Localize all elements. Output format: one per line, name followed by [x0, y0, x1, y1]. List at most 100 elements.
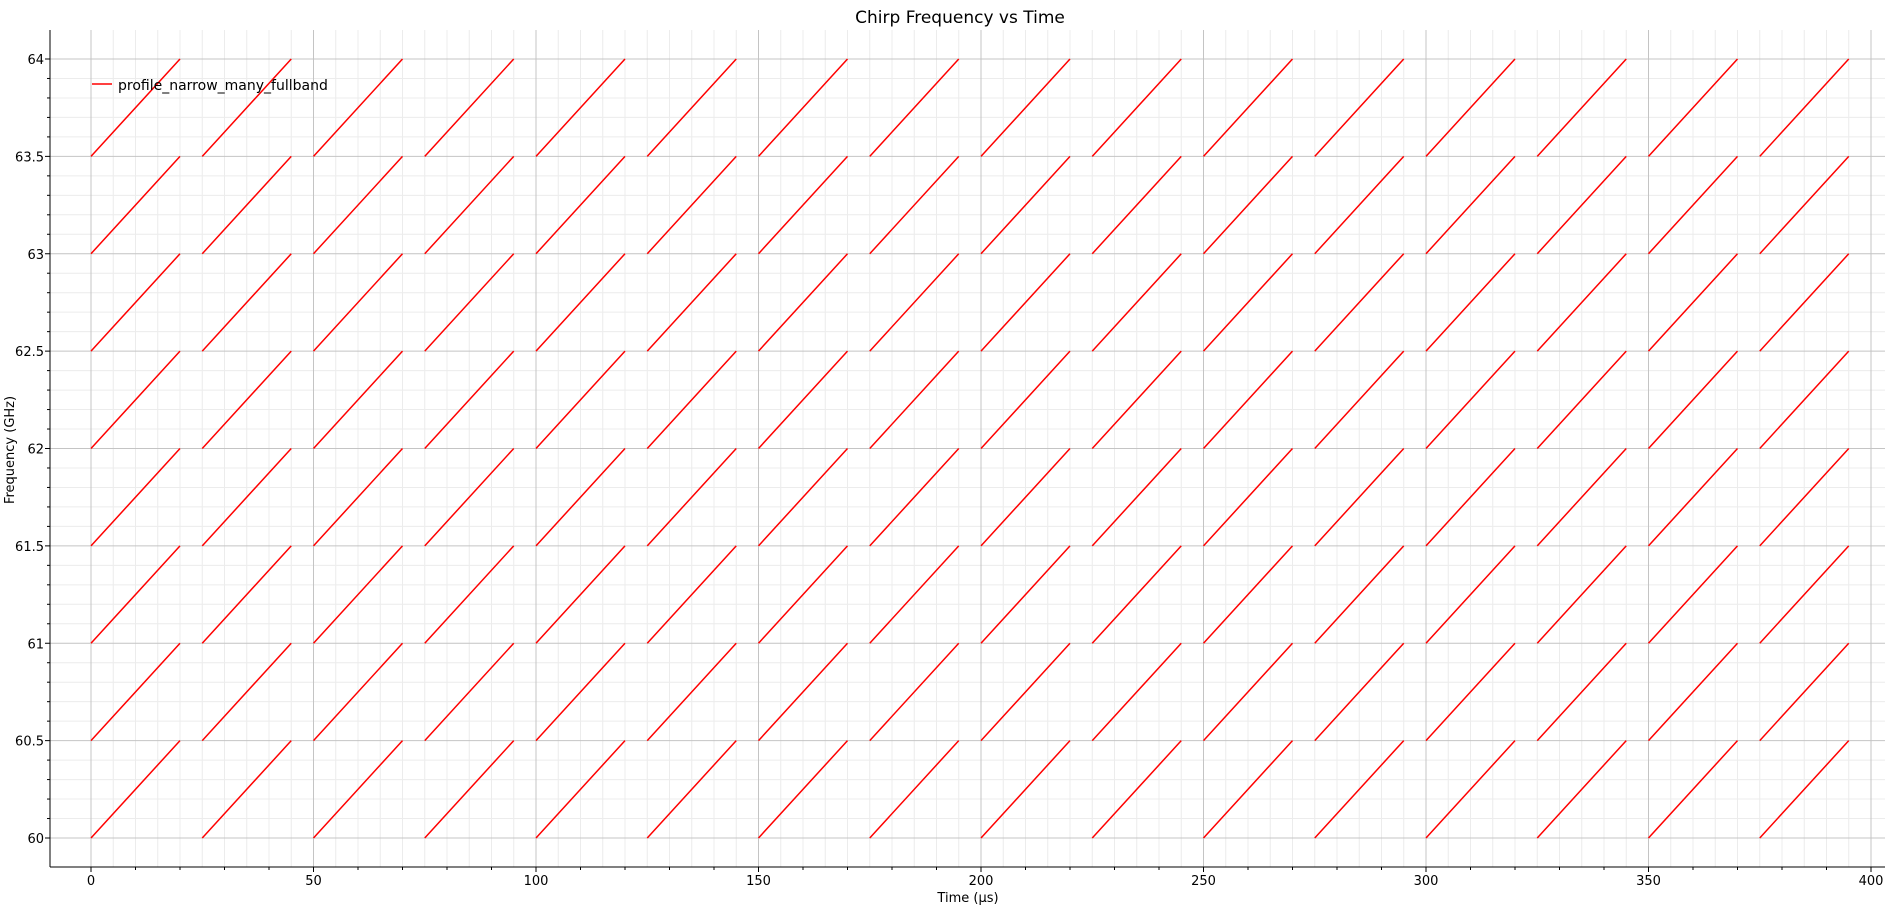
chirp-segment: [1202, 253, 1294, 352]
chirp-segment: [646, 350, 737, 450]
x-tick-label: 150: [746, 874, 771, 889]
chirp-segment: [1091, 642, 1182, 742]
chirp-segment: [646, 447, 737, 547]
chirp-segment: [1647, 350, 1739, 450]
chirp-segment: [1314, 740, 1405, 839]
chirp-segment: [424, 740, 515, 839]
chirp-segment: [201, 447, 292, 547]
y-tick-label: 60: [27, 832, 44, 847]
chirp-segment: [1314, 58, 1405, 157]
chirp-segment: [646, 58, 737, 157]
chirp-segment: [757, 350, 849, 450]
chirp-segment: [1536, 253, 1627, 352]
chirp-segment: [312, 155, 404, 255]
chirp-segment: [757, 447, 849, 547]
legend-label: profile_narrow_many_fullband: [118, 78, 328, 94]
y-tick-label: 61.5: [15, 540, 44, 555]
chirp-segment: [201, 155, 292, 255]
chirp-segment: [424, 253, 515, 352]
chirp-segment: [1759, 350, 1850, 450]
chirp-segment: [535, 253, 626, 352]
chirp-segment: [1759, 740, 1850, 839]
chirp-segment: [90, 447, 181, 547]
chirp-segment: [980, 58, 1071, 157]
chirp-segment: [646, 155, 737, 255]
y-tick-label: 63: [27, 248, 44, 263]
chirp-segment: [1647, 58, 1739, 157]
chirp-segment: [1314, 350, 1405, 450]
chirp-segment: [1536, 642, 1627, 742]
chirp-segment: [1425, 155, 1516, 255]
chirp-segment: [312, 350, 404, 450]
chirp-segment: [1425, 253, 1516, 352]
chirp-segment: [424, 545, 515, 644]
chirp-segment: [90, 642, 181, 742]
chirp-segment: [757, 58, 849, 157]
chirp-segment: [980, 350, 1071, 450]
chirp-segment: [869, 155, 960, 255]
chirp-segment: [312, 58, 404, 157]
chirp-segment: [1202, 58, 1294, 157]
chirp-segment: [757, 155, 849, 255]
chirp-segment: [1647, 642, 1739, 742]
chirp-segment: [312, 545, 404, 644]
chirp-segment: [1759, 447, 1850, 547]
chirp-segment: [90, 545, 181, 644]
y-axis-label: Frequency (GHz): [3, 396, 18, 504]
chirp-segment: [980, 642, 1071, 742]
chirp-segment: [869, 740, 960, 839]
chirp-segment: [1091, 350, 1182, 450]
chirp-segment: [1202, 545, 1294, 644]
chirp-segment: [1091, 58, 1182, 157]
chirp-segment: [1536, 155, 1627, 255]
chirp-segment: [90, 58, 181, 157]
chirp-segment: [1314, 545, 1405, 644]
y-tick-label: 62: [27, 443, 44, 458]
chirp-segment: [869, 642, 960, 742]
chirp-segment: [1425, 642, 1516, 742]
chirp-segment: [757, 642, 849, 742]
chirp-segment: [980, 155, 1071, 255]
chirp-segment: [1202, 155, 1294, 255]
chart-title: Chirp Frequency vs Time: [855, 8, 1065, 28]
chirp-segment: [424, 447, 515, 547]
x-axis-label: Time (µs): [936, 891, 998, 906]
chirp-segment: [646, 642, 737, 742]
chirp-segment: [535, 740, 626, 839]
chirp-segment: [1425, 58, 1516, 157]
chirp-segment: [201, 642, 292, 742]
chirp-segment: [1647, 545, 1739, 644]
chirp-segment: [201, 350, 292, 450]
chirp-segment: [1425, 740, 1516, 839]
chirp-segment: [1314, 447, 1405, 547]
chirp-segment: [1425, 350, 1516, 450]
chirp-segment: [980, 545, 1071, 644]
chirp-segment: [1314, 253, 1405, 352]
chirp-segment: [1091, 253, 1182, 352]
x-tick-label: 50: [305, 874, 322, 889]
chirp-segment: [1202, 447, 1294, 547]
chirp-segment: [1759, 155, 1850, 255]
x-tick-label: 200: [969, 874, 994, 889]
chirp-segment: [869, 545, 960, 644]
x-tick-label: 300: [1414, 874, 1439, 889]
chirp-segment: [1314, 642, 1405, 742]
y-tick-label: 60.5: [15, 735, 44, 750]
chirp-segment: [869, 447, 960, 547]
y-tick-label: 61: [27, 637, 44, 652]
chirp-segment: [535, 350, 626, 450]
chirp-segment: [535, 155, 626, 255]
chirp-segment: [980, 740, 1071, 839]
chirp-segment: [1202, 642, 1294, 742]
chirp-segment: [201, 253, 292, 352]
chirp-segment: [980, 447, 1071, 547]
chirp-segment: [869, 253, 960, 352]
x-tick-label: 250: [1191, 874, 1216, 889]
chirp-segment: [201, 58, 292, 157]
chirp-segment: [1536, 447, 1627, 547]
chirp-segment: [1425, 545, 1516, 644]
chirp-segment: [646, 545, 737, 644]
chirp-segment: [312, 253, 404, 352]
chirp-segment: [757, 545, 849, 644]
chirp-segment: [90, 155, 181, 255]
